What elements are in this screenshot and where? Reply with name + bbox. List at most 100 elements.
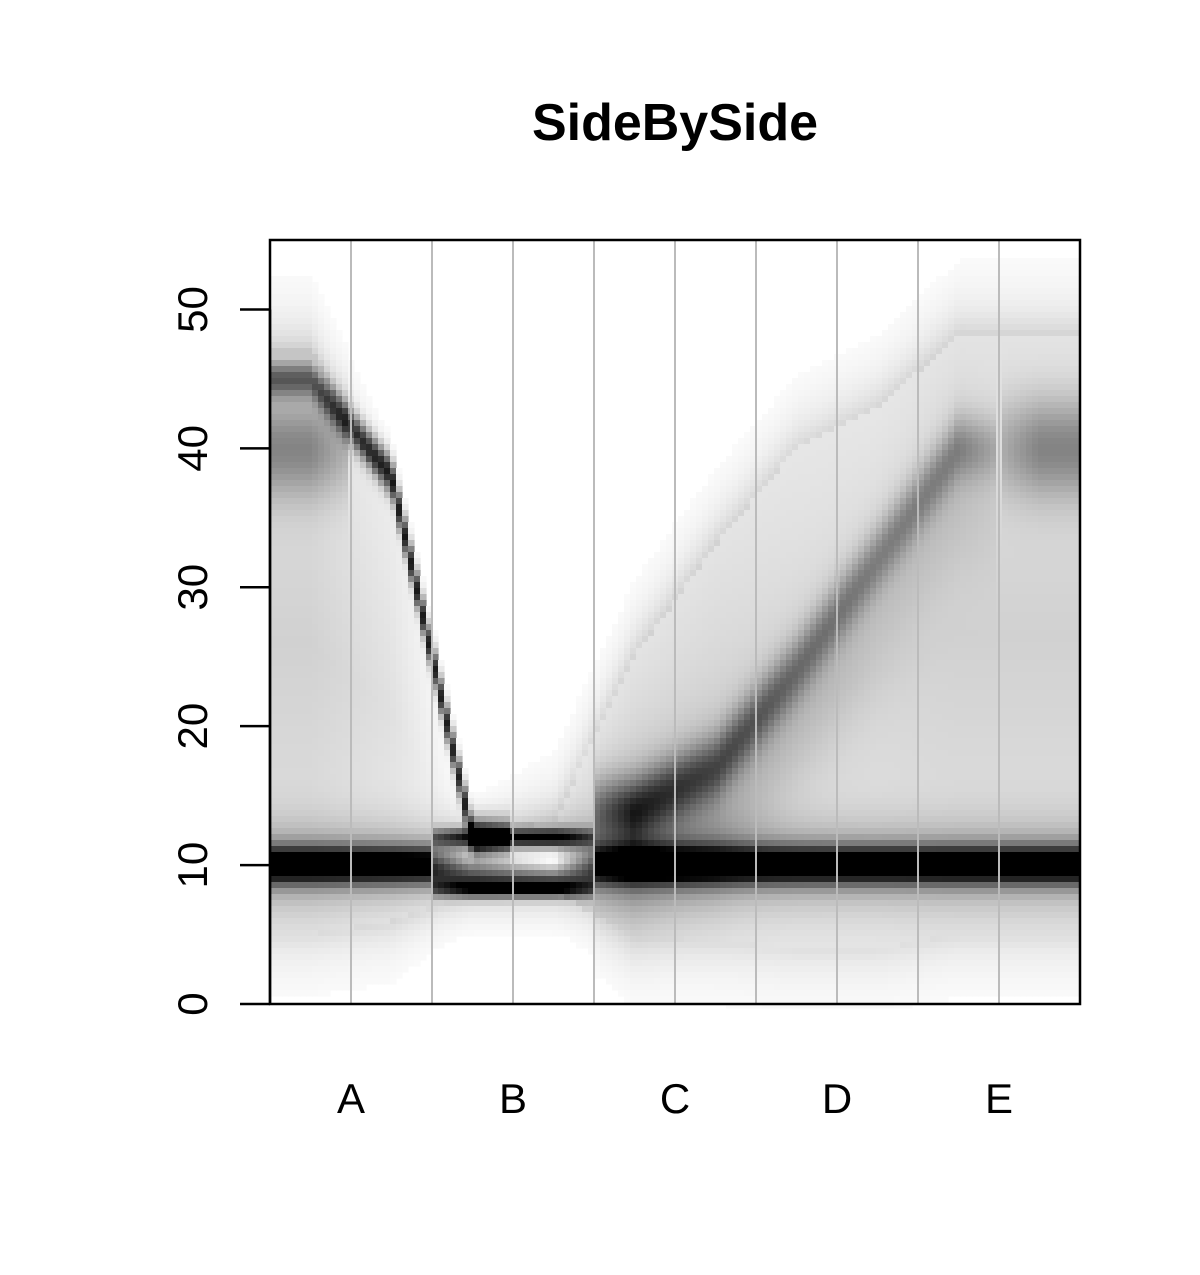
heat-cell <box>648 660 655 667</box>
heat-cell <box>390 972 397 979</box>
heat-cell <box>354 660 361 667</box>
heat-cell <box>318 312 325 319</box>
heat-cell <box>480 822 487 829</box>
heat-cell <box>300 906 307 913</box>
heat-cell <box>678 750 685 757</box>
heat-cell <box>306 594 313 601</box>
heat-cell <box>402 828 409 835</box>
heat-cell <box>312 432 319 439</box>
heat-cell <box>312 510 319 517</box>
heat-cell <box>564 768 571 775</box>
heat-cell <box>624 690 631 697</box>
heat-cell <box>402 966 409 973</box>
heat-cell <box>576 882 583 889</box>
heat-cell <box>426 822 433 829</box>
heat-cell <box>294 822 301 829</box>
heat-cell <box>324 540 331 547</box>
heat-cell <box>276 810 283 817</box>
heat-cell <box>570 798 577 805</box>
heat-cell <box>300 702 307 709</box>
heat-cell <box>324 648 331 655</box>
heat-cell <box>360 714 367 721</box>
heat-cell <box>354 432 361 439</box>
heat-cell <box>684 810 691 817</box>
heat-cell <box>612 960 619 967</box>
heat-cell <box>540 828 547 835</box>
heat-cell <box>270 978 277 985</box>
heat-cell <box>300 768 307 775</box>
heat-cell <box>654 630 661 637</box>
heat-cell <box>312 858 319 865</box>
heat-cell <box>366 612 373 619</box>
heat-cell <box>276 474 283 481</box>
heat-cell <box>396 648 403 655</box>
heat-cell <box>372 744 379 751</box>
heat-cell <box>414 942 421 949</box>
heat-cell <box>318 480 325 487</box>
heat-cell <box>690 924 697 931</box>
heat-cell <box>648 810 655 817</box>
heat-cell <box>360 432 367 439</box>
heat-cell <box>270 960 277 967</box>
heat-cell <box>588 936 595 943</box>
heat-cell <box>378 612 385 619</box>
heat-cell <box>330 564 337 571</box>
heat-cell <box>276 606 283 613</box>
heat-cell <box>300 612 307 619</box>
heat-cell <box>414 594 421 601</box>
heat-cell <box>702 636 709 643</box>
heat-cell <box>690 990 697 997</box>
heat-cell <box>288 648 295 655</box>
heat-cell <box>354 858 361 865</box>
heat-cell <box>702 678 709 685</box>
heat-cell <box>420 870 427 877</box>
heat-cell <box>654 798 661 805</box>
heat-cell <box>372 528 379 535</box>
heat-cell <box>312 816 319 823</box>
heat-cell <box>336 696 343 703</box>
heat-cell <box>678 834 685 841</box>
heat-cell <box>270 750 277 757</box>
heat-cell <box>336 798 343 805</box>
heat-cell <box>366 888 373 895</box>
heat-cell <box>612 624 619 631</box>
heat-cell <box>300 672 307 679</box>
heat-cell <box>282 318 289 325</box>
heat-cell <box>504 846 511 853</box>
heat-cell <box>624 786 631 793</box>
heat-cell <box>684 948 691 955</box>
heat-cell <box>690 696 697 703</box>
heat-cell <box>300 876 307 883</box>
heat-cell <box>330 612 337 619</box>
heat-cell <box>318 900 325 907</box>
heat-cell <box>618 738 625 745</box>
heat-cell <box>456 792 463 799</box>
heat-cell <box>282 966 289 973</box>
heat-cell <box>630 606 637 613</box>
heat-cell <box>702 600 709 607</box>
heat-cell <box>666 576 673 583</box>
heat-cell <box>342 750 349 757</box>
heat-cell <box>438 762 445 769</box>
heat-cell <box>450 924 457 931</box>
heat-cell <box>696 684 703 691</box>
heat-cell <box>648 708 655 715</box>
heat-cell <box>684 954 691 961</box>
heat-cell <box>654 864 661 871</box>
heat-cell <box>498 804 505 811</box>
heat-cell <box>288 924 295 931</box>
heat-cell <box>288 666 295 673</box>
heat-cell <box>636 690 643 697</box>
heat-cell <box>666 630 673 637</box>
heat-cell <box>702 900 709 907</box>
heat-cell <box>288 420 295 427</box>
heat-cell <box>396 480 403 487</box>
heat-cell <box>408 846 415 853</box>
heat-cell <box>396 498 403 505</box>
heat-cell <box>588 924 595 931</box>
heat-cell <box>324 420 331 427</box>
heat-cell <box>378 660 385 667</box>
heat-cell <box>324 888 331 895</box>
heat-cell <box>294 546 301 553</box>
heat-cell <box>384 810 391 817</box>
